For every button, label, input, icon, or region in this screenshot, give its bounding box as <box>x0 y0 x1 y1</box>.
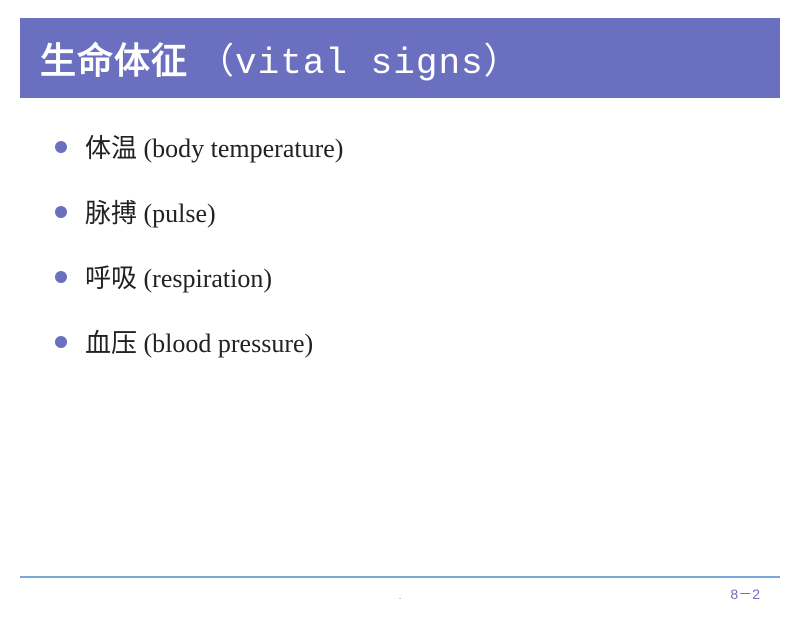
bullet-icon <box>55 141 67 153</box>
bullet-icon <box>55 271 67 283</box>
list-item: 脉搏 (pulse) <box>55 193 760 230</box>
list-item: 体温 (body temperature) <box>55 128 760 165</box>
title-bar: 生命体征 （vital signs） <box>20 18 780 98</box>
bullet-icon <box>55 336 67 348</box>
item-text: 血压 (blood pressure) <box>85 323 313 360</box>
footer-divider <box>20 576 780 578</box>
item-text: 呼吸 (respiration) <box>85 258 272 295</box>
item-text: 体温 (body temperature) <box>85 128 343 165</box>
title-english: （vital signs） <box>198 43 521 84</box>
footer-dot: . <box>399 591 402 602</box>
bullet-icon <box>55 206 67 218</box>
list-item: 血压 (blood pressure) <box>55 323 760 360</box>
content-area: 体温 (body temperature) 脉搏 (pulse) 呼吸 (res… <box>0 98 800 360</box>
item-text: 脉搏 (pulse) <box>85 193 216 230</box>
title-chinese: 生命体征 <box>40 41 188 81</box>
list-item: 呼吸 (respiration) <box>55 258 760 295</box>
page-number: 8－2 <box>730 584 760 604</box>
